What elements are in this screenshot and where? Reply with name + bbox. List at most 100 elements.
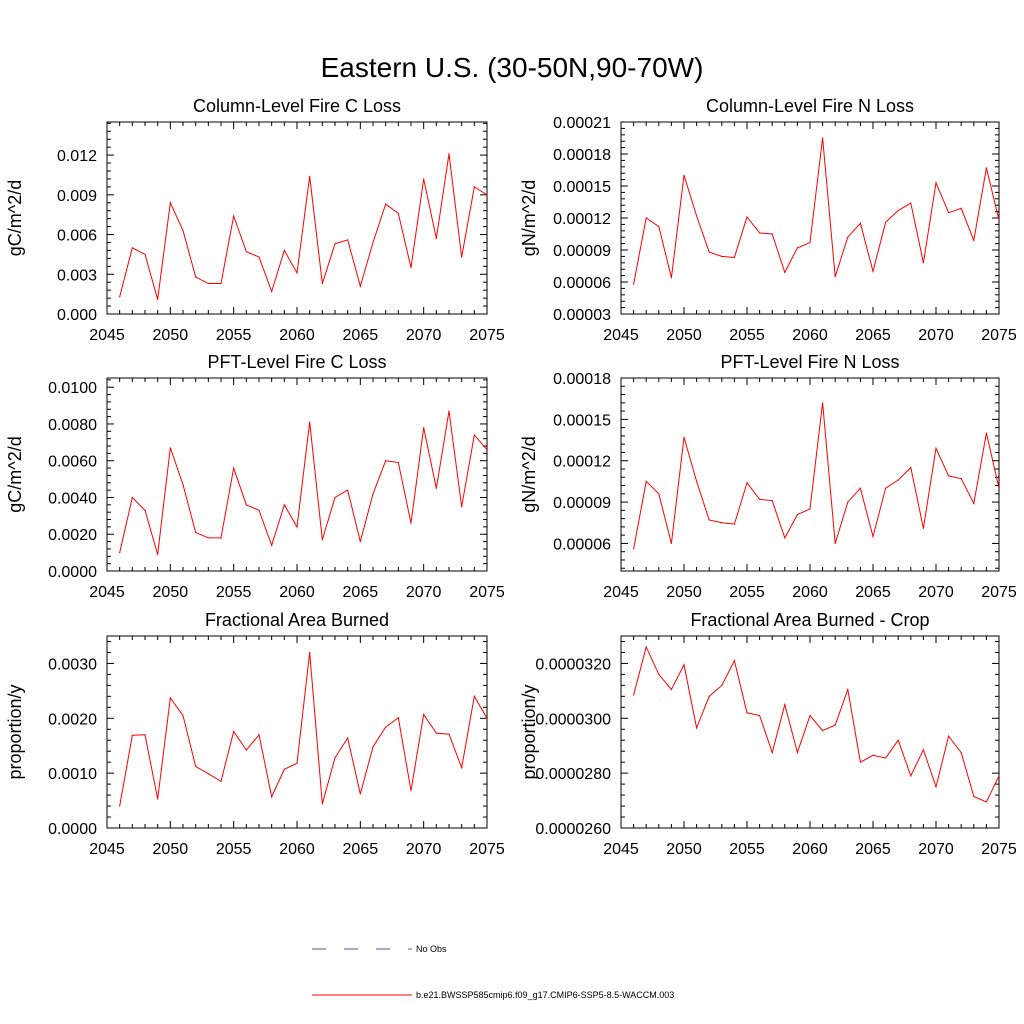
- y-tick-label: 0.0020: [48, 711, 97, 728]
- plot-frame: [106, 635, 488, 829]
- x-tick-label: 2045: [603, 841, 639, 858]
- data-point: [410, 522, 412, 524]
- y-tick-label: 0.0000260: [535, 821, 611, 838]
- data-point: [834, 276, 836, 278]
- data-point: [822, 402, 824, 404]
- data-point: [683, 174, 685, 176]
- data-point: [847, 236, 849, 238]
- data-point: [283, 504, 285, 506]
- data-point: [271, 796, 273, 798]
- y-tick-label: 0.00012: [553, 211, 611, 228]
- data-point: [410, 790, 412, 792]
- figure-title: Eastern U.S. (30-50N,90-70W): [321, 52, 704, 83]
- data-point: [220, 780, 222, 782]
- x-tick-label: 2055: [729, 584, 765, 601]
- data-point: [372, 493, 374, 495]
- data-point: [486, 194, 487, 196]
- data-point: [321, 803, 323, 805]
- data-point: [948, 475, 950, 477]
- data-point: [461, 256, 463, 258]
- legend-label-no-obs: No Obs: [416, 944, 447, 954]
- data-point: [296, 272, 298, 274]
- data-point: [784, 271, 786, 273]
- y-tick-label: 0.0000280: [535, 766, 611, 783]
- data-point: [461, 767, 463, 769]
- x-tick-label: 2060: [279, 841, 315, 858]
- data-point: [435, 237, 437, 240]
- data-point: [696, 727, 698, 729]
- x-tick-label: 2045: [89, 327, 125, 344]
- data-point: [998, 219, 999, 221]
- y-tick-label: 0.00009: [553, 495, 611, 512]
- x-tick-label: 2055: [729, 327, 765, 344]
- data-point: [645, 480, 647, 482]
- data-point: [897, 209, 899, 212]
- data-point: [119, 552, 121, 554]
- panel-title: Fractional Area Burned - Crop: [690, 610, 929, 630]
- data-point: [385, 460, 387, 462]
- data-point: [448, 733, 450, 735]
- x-tick-label: 2065: [343, 584, 379, 601]
- y-tick-label: 0.00015: [553, 412, 611, 429]
- data-point: [872, 754, 874, 756]
- data-point: [385, 203, 387, 205]
- data-point: [334, 496, 336, 499]
- data-point: [960, 478, 962, 480]
- data-point: [435, 732, 437, 734]
- data-point: [721, 255, 723, 257]
- panel-title: PFT-Level Fire N Loss: [720, 352, 899, 372]
- data-point: [473, 695, 475, 697]
- data-point: [486, 717, 487, 719]
- data-point: [245, 749, 247, 751]
- chart-panel-4: PFT-Level Fire N Loss gN/m^2/d 2045 2050 205…: [519, 352, 1017, 601]
- data-point: [258, 256, 260, 258]
- x-tick-label: 2050: [153, 327, 189, 344]
- data-point: [347, 489, 349, 491]
- legend: No Obs b.e21.BWSSP585cmip6.f09_g17.CMIP6…: [312, 944, 674, 1000]
- data-point: [708, 251, 710, 253]
- y-tick-label: 0.0030: [48, 656, 97, 673]
- data-point: [796, 751, 799, 754]
- data-point: [885, 757, 887, 759]
- data-point: [796, 513, 799, 516]
- data-point: [809, 714, 811, 717]
- data-point: [182, 229, 184, 232]
- y-tick-label: 0.00018: [553, 147, 611, 164]
- panel-title: PFT-Level Fire C Loss: [207, 352, 386, 372]
- data-point: [461, 506, 463, 508]
- data-point: [822, 137, 824, 139]
- data-point: [809, 241, 811, 244]
- x-tick-label: 2045: [89, 841, 125, 858]
- data-point: [633, 548, 635, 550]
- data-point: [922, 749, 925, 751]
- data-point: [645, 217, 647, 219]
- data-point: [796, 247, 799, 249]
- data-point: [809, 508, 811, 510]
- data-point: [771, 233, 773, 235]
- x-tick-label: 2065: [343, 327, 379, 344]
- x-tick-label: 2070: [406, 584, 442, 601]
- y-axis-label: gN/m^2/d: [519, 180, 539, 256]
- data-point: [283, 768, 285, 770]
- x-tick-label: 2075: [469, 841, 505, 858]
- y-tick-label: 0.0020: [48, 527, 97, 544]
- data-point: [131, 247, 133, 249]
- data-point: [271, 290, 273, 293]
- x-tick-label: 2050: [666, 841, 702, 858]
- data-point: [448, 153, 450, 155]
- data-point: [670, 688, 673, 691]
- x-tick-label: 2060: [792, 327, 828, 344]
- x-tick-label: 2075: [469, 584, 505, 601]
- data-point: [423, 178, 425, 180]
- x-tick-label: 2060: [792, 584, 828, 601]
- data-point: [998, 775, 999, 777]
- data-point: [733, 523, 736, 525]
- x-tick-label: 2070: [406, 841, 442, 858]
- plot-frame: [106, 377, 488, 572]
- data-point: [258, 509, 260, 511]
- x-tick-label: 2070: [918, 327, 954, 344]
- y-tick-label: 0.0000: [48, 564, 97, 581]
- data-point: [473, 434, 475, 436]
- data-point: [397, 212, 399, 214]
